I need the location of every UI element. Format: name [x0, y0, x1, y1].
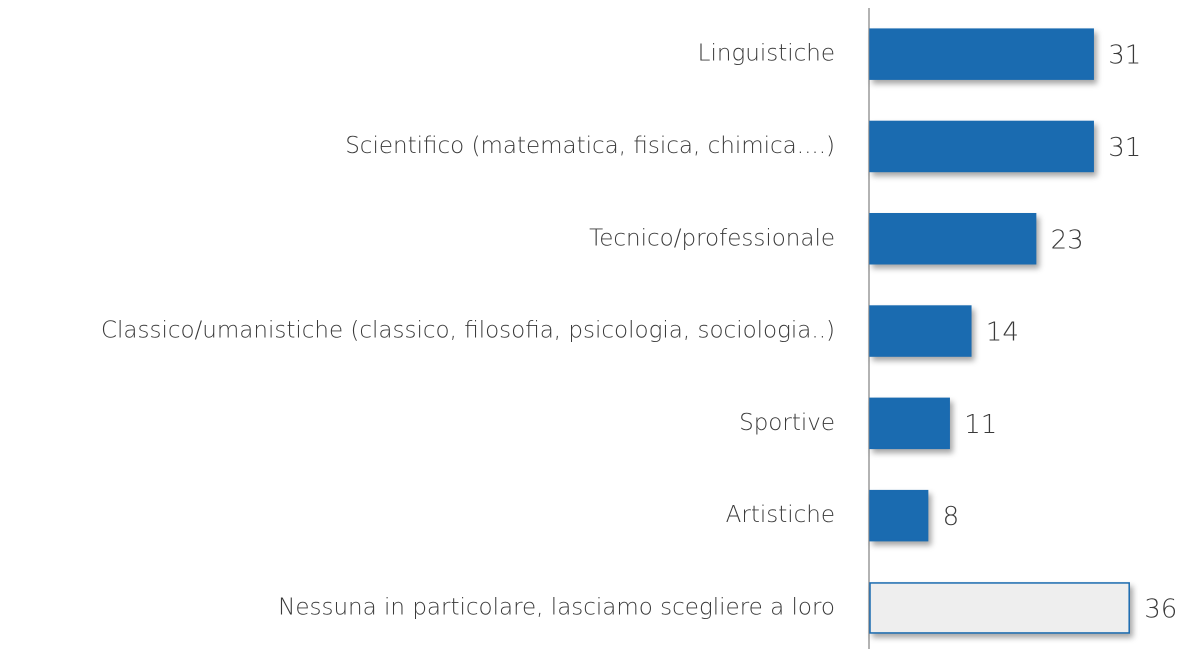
bar	[869, 120, 1094, 173]
bar	[869, 305, 972, 357]
value-label: 8	[943, 502, 960, 532]
bar	[869, 397, 950, 450]
category-label: Artistiche	[726, 502, 835, 528]
category-label: Sportive	[739, 410, 835, 436]
category-label: Nessuna in particolare, lasciamo sceglie…	[278, 594, 835, 620]
category-label: Tecnico/professionale	[589, 225, 835, 251]
bar	[869, 28, 1094, 80]
bar	[869, 582, 1130, 634]
bar	[869, 489, 929, 542]
category-label: Classico/umanistiche (classico, filosofi…	[101, 318, 835, 344]
bar	[869, 213, 1037, 265]
value-label: 23	[1051, 225, 1084, 255]
value-label: 36	[1144, 594, 1177, 624]
category-label: Linguistiche	[698, 41, 835, 67]
value-label: 11	[964, 410, 997, 440]
value-label: 14	[986, 318, 1019, 348]
value-label: 31	[1108, 133, 1141, 163]
category-label: Scientifico (matematica, fisica, chimica…	[345, 133, 835, 159]
value-label: 31	[1108, 41, 1141, 71]
